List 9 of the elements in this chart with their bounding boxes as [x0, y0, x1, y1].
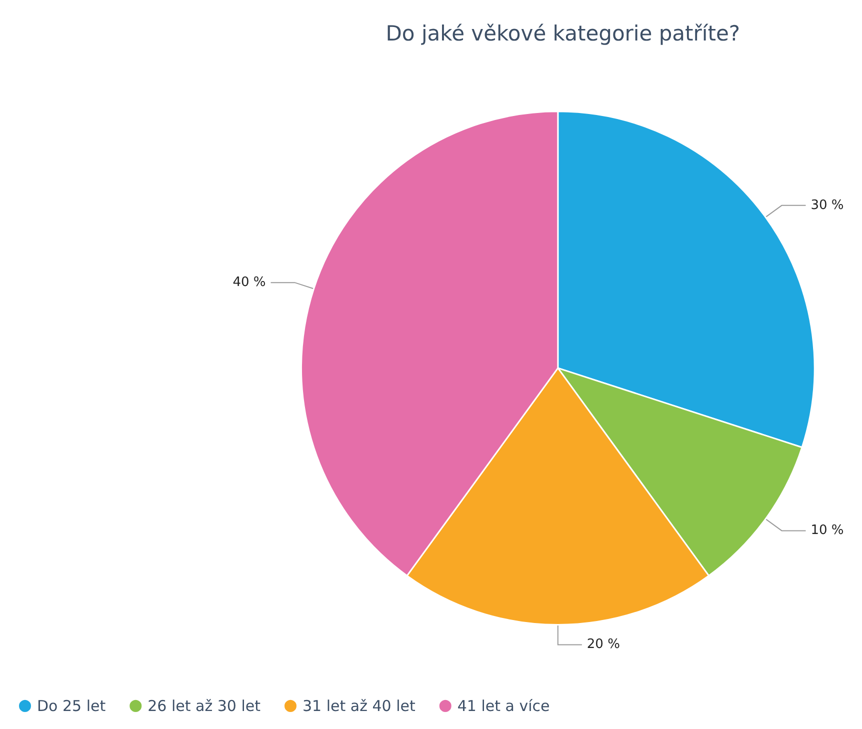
- data-label: 40 %: [232, 275, 266, 290]
- data-label: 20 %: [586, 637, 620, 652]
- legend-label: 31 let až 40 let: [302, 697, 416, 715]
- legend-label: Do 25 let: [37, 697, 106, 715]
- legend-label: 41 let a více: [457, 697, 550, 715]
- chart-title: Do jaké věkové kategorie patříte?: [386, 22, 740, 46]
- data-label: 10 %: [810, 523, 844, 538]
- data-label: 30 %: [810, 198, 844, 213]
- legend-label: 26 let až 30 let: [148, 697, 261, 715]
